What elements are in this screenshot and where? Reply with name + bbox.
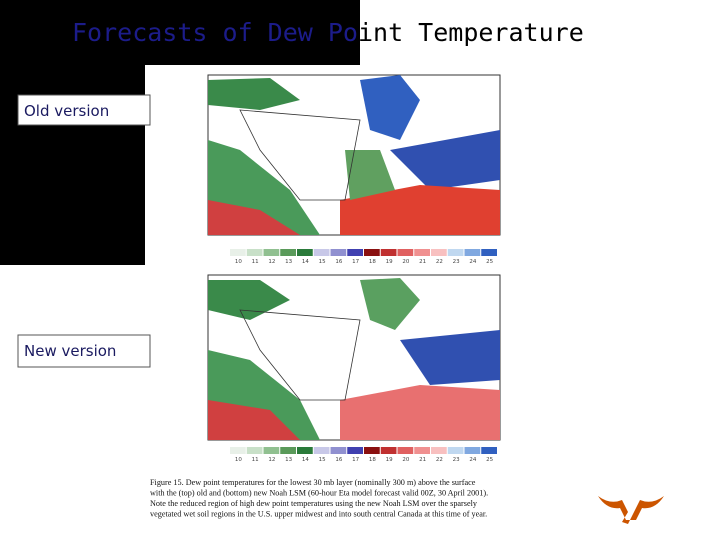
color-swatch	[380, 447, 397, 454]
color-swatch	[364, 447, 380, 454]
color-swatch	[330, 249, 347, 256]
colorbar-label: 22	[436, 457, 443, 463]
colorbar-label: 11	[252, 457, 259, 463]
dark-header	[0, 0, 360, 65]
new-label: New version	[24, 342, 116, 360]
colorbar-label: 14	[302, 259, 309, 265]
colorbar-label: 24	[469, 259, 476, 265]
colorbar-label: 22	[436, 259, 443, 265]
colorbar-label: 13	[285, 457, 292, 463]
label-box	[17, 94, 151, 126]
colorbar-label: 20	[402, 457, 409, 463]
color-swatch	[447, 249, 464, 256]
color-swatch	[313, 249, 330, 256]
map-old	[207, 74, 501, 236]
color-swatch	[246, 447, 263, 454]
color-swatch	[263, 447, 280, 454]
title: Forecasts of Dew Point Temperature	[72, 18, 584, 47]
caption-line: Note the reduced region of high dew poin…	[150, 499, 478, 508]
colorbar-label: 20	[402, 259, 409, 265]
colorbar-label: 12	[268, 259, 275, 265]
color-swatch	[481, 249, 497, 256]
color-swatch	[246, 249, 263, 256]
color-swatch	[414, 249, 430, 256]
title: Forecasts of Dew Point Temperature	[72, 18, 584, 47]
colorbar-label: 17	[352, 259, 359, 265]
colorbar-label: 16	[335, 457, 342, 463]
color-swatch	[397, 249, 414, 256]
color-swatch	[313, 447, 330, 454]
colorbar-label: 15	[319, 457, 326, 463]
color-swatch	[297, 447, 313, 454]
colorbar-label: 21	[419, 259, 426, 265]
caption-line: Figure 15. Dew point temperatures for th…	[150, 478, 476, 487]
color-swatch	[230, 249, 246, 256]
colorbar-label: 18	[369, 457, 376, 463]
colorbar-label: 25	[486, 259, 493, 265]
color-swatch	[380, 249, 397, 256]
colorbar-label: 16	[335, 259, 342, 265]
colorbar-label: 15	[319, 259, 326, 265]
caption-line: with the (top) old and (bottom) new Noah…	[150, 489, 488, 498]
color-swatch	[280, 249, 296, 256]
color-swatch	[464, 249, 481, 256]
colorbar-label: 18	[369, 259, 376, 265]
color-swatch	[464, 447, 481, 454]
color-swatch	[431, 249, 447, 256]
color-swatch	[364, 249, 380, 256]
colorbar-label: 17	[352, 457, 359, 463]
label-box	[17, 334, 151, 368]
color-swatch	[414, 447, 430, 454]
colorbar-label: 13	[285, 259, 292, 265]
color-swatch	[481, 447, 497, 454]
color-swatch	[447, 447, 464, 454]
colorbar-label: 12	[268, 457, 275, 463]
colorbar-label: 11	[252, 259, 259, 265]
colorbar-label: 23	[453, 259, 460, 265]
colorbar-label: 19	[386, 259, 393, 265]
color-swatch	[397, 447, 414, 454]
logo	[598, 496, 664, 524]
colorbar-label: 14	[302, 457, 309, 463]
colorbar-label: 23	[453, 457, 460, 463]
color-swatch	[347, 249, 363, 256]
color-swatch	[263, 249, 280, 256]
color-swatch	[347, 447, 363, 454]
colorbar-label: 19	[386, 457, 393, 463]
color-swatch	[297, 249, 313, 256]
colorbar-label: 25	[486, 457, 493, 463]
color-swatch	[431, 447, 447, 454]
caption-line: vegetated wet soil regions in the U.S. u…	[150, 510, 487, 519]
old-label: Old version	[24, 102, 109, 120]
colorbar-label: 24	[469, 457, 476, 463]
map-new	[207, 274, 501, 441]
color-swatch	[230, 447, 246, 454]
colorbar-label: 21	[419, 457, 426, 463]
colorbar-label: 10	[235, 457, 242, 463]
color-swatch	[330, 447, 347, 454]
colorbar-label: 10	[235, 259, 242, 265]
color-swatch	[280, 447, 296, 454]
